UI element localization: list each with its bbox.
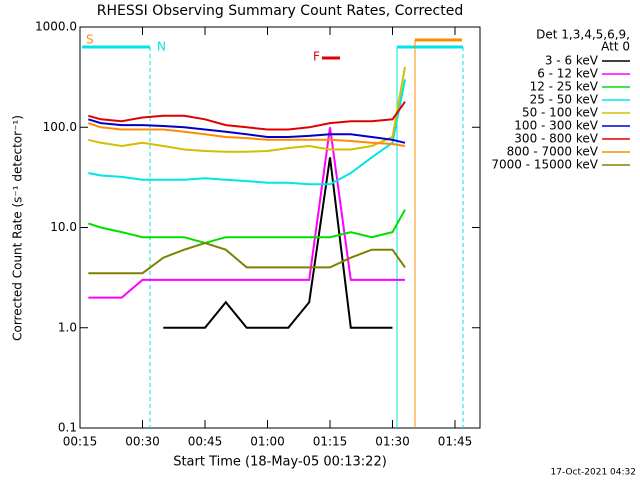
- x-tick-label: 01:30: [375, 435, 410, 449]
- legend-title: Att 0: [601, 40, 630, 54]
- legend-title: Det 1,3,4,5,6,9,: [536, 28, 630, 42]
- series-line: [88, 101, 406, 131]
- x-tick-label: 01:45: [438, 435, 473, 449]
- footer: 17-Oct-2021 04:32: [551, 468, 636, 478]
- y-axis-label: Corrected Count Rate (s⁻¹ detector⁻¹): [11, 115, 25, 341]
- x-tick-label: 00:30: [125, 435, 160, 449]
- series-line: [88, 127, 405, 299]
- y-tick-label: 100.0: [43, 120, 77, 134]
- x-tick-label: 01:00: [250, 435, 285, 449]
- annotation: N: [157, 40, 166, 54]
- series-line: [88, 118, 406, 144]
- annotation: S: [86, 33, 94, 47]
- annotation: F: [313, 50, 320, 64]
- series-line: [88, 241, 406, 275]
- x-tick-label: 01:15: [313, 435, 348, 449]
- chart-title: RHESSI Observing Summary Count Rates, Co…: [97, 3, 463, 19]
- x-tick-label: 00:45: [188, 435, 223, 449]
- y-tick-label: 1.0: [58, 320, 77, 334]
- y-tick-label: 1000.0: [35, 20, 77, 34]
- legend-label: 25 - 50 keV: [530, 93, 599, 107]
- legend-label: 7000 - 15000 keV: [491, 158, 598, 172]
- series-line: [88, 79, 406, 186]
- x-axis-label: Start Time (18-May-05 00:13:22): [173, 455, 387, 470]
- series-line: [87, 122, 406, 147]
- legend-label: 100 - 300 keV: [514, 119, 598, 133]
- y-tick-label: 0.1: [58, 421, 77, 435]
- legend-label: 3 - 6 keV: [545, 54, 599, 68]
- legend-label: 6 - 12 keV: [537, 67, 599, 81]
- legend-label: 800 - 7000 keV: [507, 145, 599, 159]
- legend-label: 50 - 100 keV: [522, 106, 599, 120]
- legend-label: 12 - 25 keV: [530, 80, 599, 94]
- legend-label: 300 - 800 keV: [514, 132, 598, 146]
- x-tick-label: 00:15: [63, 435, 98, 449]
- series-line: [163, 157, 393, 329]
- series-line: [87, 209, 406, 245]
- y-tick-label: 10.0: [50, 220, 77, 234]
- series-line: [88, 66, 406, 153]
